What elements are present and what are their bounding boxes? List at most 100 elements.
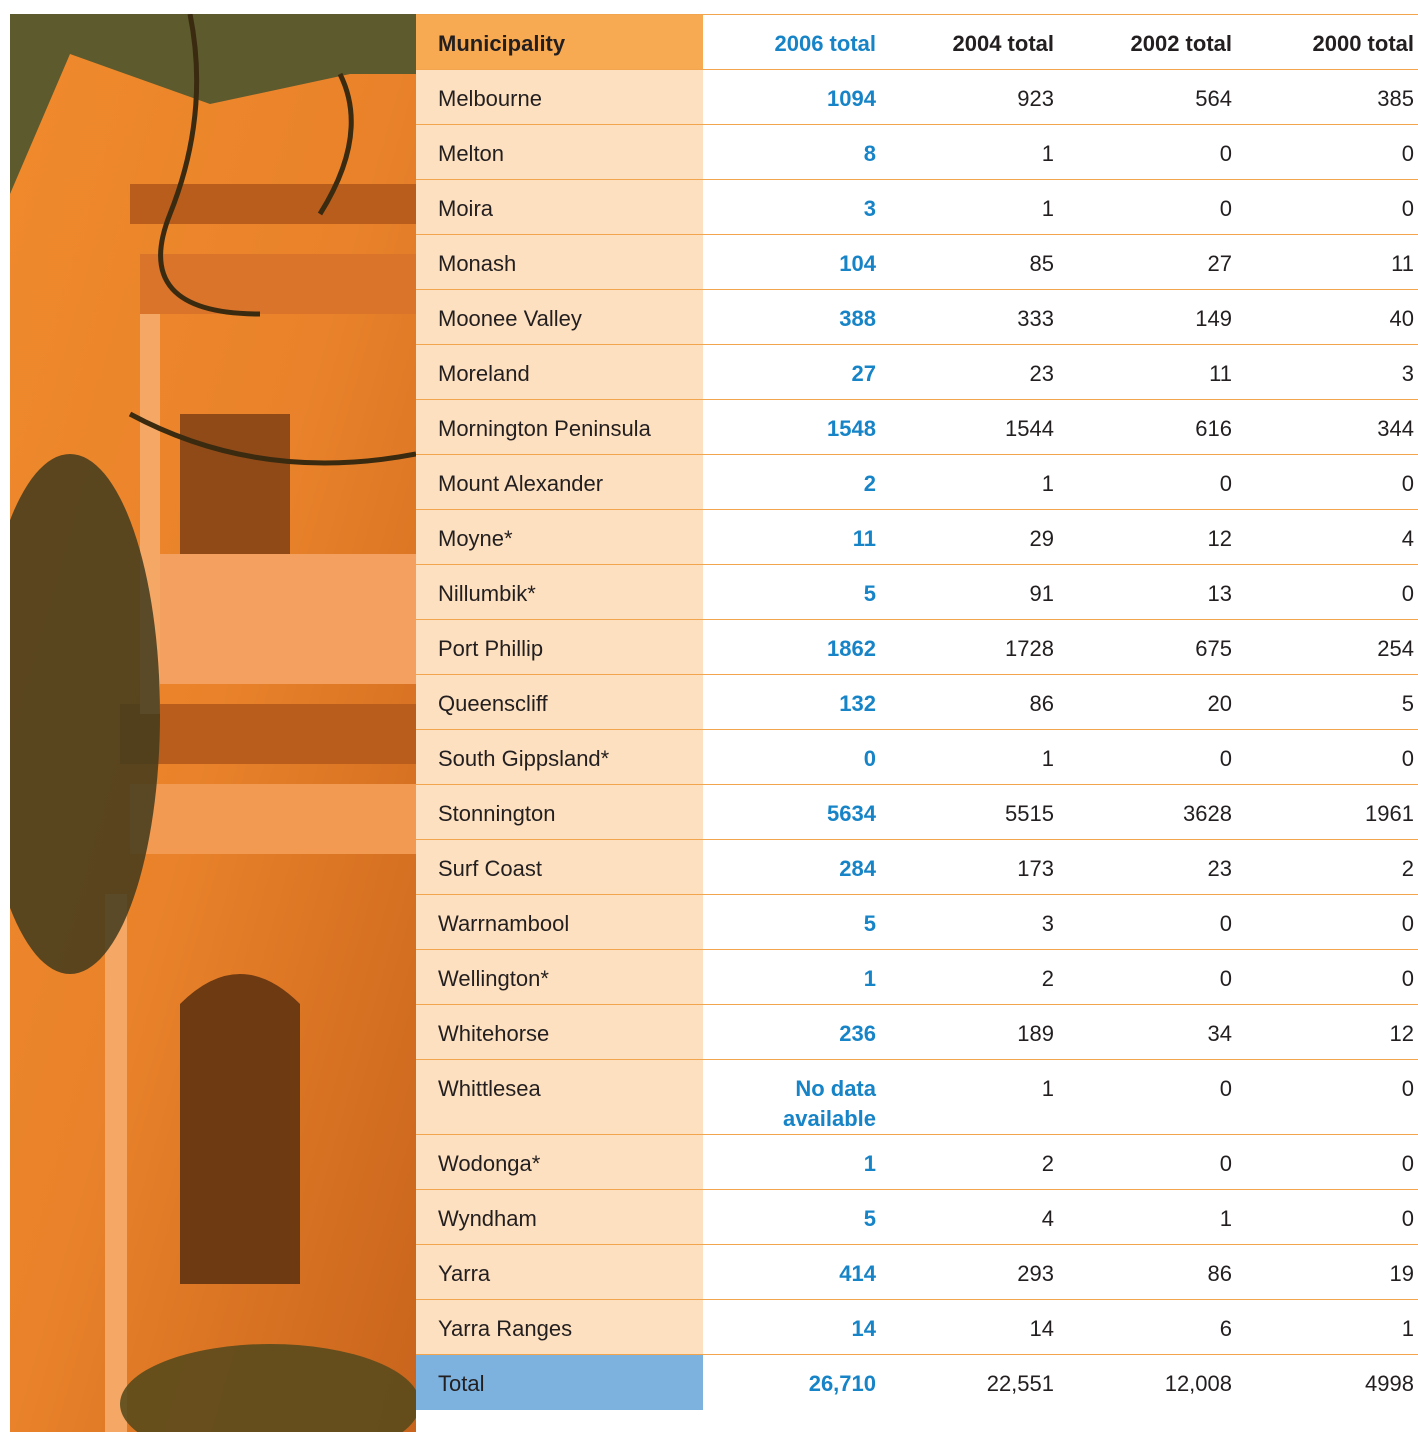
cell: 132: [703, 675, 880, 730]
cell: 23: [880, 345, 1058, 400]
cell: 40: [1236, 290, 1418, 345]
cell: 0: [1058, 455, 1236, 510]
row-label: Melbourne: [416, 70, 703, 125]
cell: 8: [703, 125, 880, 180]
cell: 5: [1236, 675, 1418, 730]
cell: 1: [880, 455, 1058, 510]
row-label: Nillumbik*: [416, 565, 703, 620]
cell: 1094: [703, 70, 880, 125]
cell: 284: [703, 840, 880, 895]
cell: 0: [1058, 180, 1236, 235]
cell: 29: [880, 510, 1058, 565]
cell: 388: [703, 290, 880, 345]
cell: 22,551: [880, 1355, 1058, 1410]
cell: 3628: [1058, 785, 1236, 840]
row-label: Whittlesea: [416, 1060, 703, 1135]
cell: 2: [880, 1135, 1058, 1190]
cell: 91: [880, 565, 1058, 620]
cell: 13: [1058, 565, 1236, 620]
cell: 923: [880, 70, 1058, 125]
cell: 1: [880, 180, 1058, 235]
cell: 333: [880, 290, 1058, 345]
row-label: Moreland: [416, 345, 703, 400]
cell: 1: [1236, 1300, 1418, 1355]
cell: 293: [880, 1245, 1058, 1300]
cell: 1: [1058, 1190, 1236, 1245]
cell: No data available: [703, 1060, 880, 1135]
row-label: Total: [416, 1355, 703, 1410]
row-label: Moyne*: [416, 510, 703, 565]
cell: 1862: [703, 620, 880, 675]
cell: 6: [1058, 1300, 1236, 1355]
cell: 1: [880, 730, 1058, 785]
cell: 173: [880, 840, 1058, 895]
cell: 2004 total: [880, 15, 1058, 70]
cell: 26,710: [703, 1355, 880, 1410]
row-label: Stonnington: [416, 785, 703, 840]
cell: 0: [1236, 1135, 1418, 1190]
cell: 0: [1058, 1135, 1236, 1190]
cell: 5515: [880, 785, 1058, 840]
cell: 414: [703, 1245, 880, 1300]
cell: 23: [1058, 840, 1236, 895]
cell: 0: [1236, 950, 1418, 1005]
cell: 149: [1058, 290, 1236, 345]
cell: 0: [1058, 1060, 1236, 1135]
cell: 11: [1236, 235, 1418, 290]
cell: 2000 total: [1236, 15, 1418, 70]
cell: 0: [703, 730, 880, 785]
page: {"table": { "headers": ["Municipality", …: [0, 0, 1418, 1432]
cell: 1548: [703, 400, 880, 455]
row-label: South Gippsland*: [416, 730, 703, 785]
row-label: Moira: [416, 180, 703, 235]
cell: 0: [1236, 730, 1418, 785]
cell: 19: [1236, 1245, 1418, 1300]
cell: 2006 total: [703, 15, 880, 70]
cell: 0: [1236, 125, 1418, 180]
cell: 675: [1058, 620, 1236, 675]
cell: 12,008: [1058, 1355, 1236, 1410]
row-label: Wodonga*: [416, 1135, 703, 1190]
cell: 616: [1058, 400, 1236, 455]
row-label: Mornington Peninsula: [416, 400, 703, 455]
cell: 86: [1058, 1245, 1236, 1300]
row-label: Melton: [416, 125, 703, 180]
cell: 1728: [880, 620, 1058, 675]
cell: 1: [703, 950, 880, 1005]
cell: 254: [1236, 620, 1418, 675]
cell: 0: [1236, 455, 1418, 510]
cell: 0: [1236, 895, 1418, 950]
cell: 14: [703, 1300, 880, 1355]
row-label: Surf Coast: [416, 840, 703, 895]
cell: 85: [880, 235, 1058, 290]
cell: 2: [703, 455, 880, 510]
row-label: Wyndham: [416, 1190, 703, 1245]
cell: 12: [1236, 1005, 1418, 1060]
cell: 0: [1058, 730, 1236, 785]
cell: 1961: [1236, 785, 1418, 840]
cell: 20: [1058, 675, 1236, 730]
row-label: Mount Alexander: [416, 455, 703, 510]
cell: 4998: [1236, 1355, 1418, 1410]
cell: 0: [1236, 180, 1418, 235]
cell: 0: [1236, 1060, 1418, 1135]
cell: 4: [1236, 510, 1418, 565]
row-label: Yarra: [416, 1245, 703, 1300]
cell: 2002 total: [1058, 15, 1236, 70]
